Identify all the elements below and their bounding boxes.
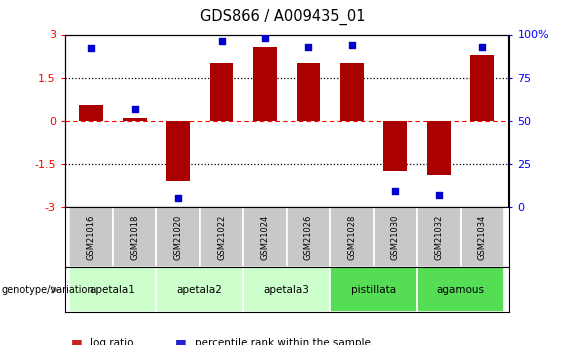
Bar [373, 207, 417, 267]
Point [304, 44, 313, 49]
Bar [417, 207, 460, 267]
Bar [417, 267, 504, 312]
Bar [384, 121, 407, 171]
Bar [297, 63, 320, 121]
Bar [460, 207, 504, 267]
Text: apetala1: apetala1 [90, 285, 136, 295]
Point [434, 192, 444, 198]
Text: ■: ■ [175, 337, 187, 345]
Point [391, 189, 400, 194]
Point [260, 35, 270, 41]
Text: GDS866 / A009435_01: GDS866 / A009435_01 [200, 9, 365, 25]
Bar [244, 267, 330, 312]
Bar [157, 207, 200, 267]
Bar [69, 207, 113, 267]
Point [173, 196, 182, 201]
Text: GSM21018: GSM21018 [130, 215, 139, 260]
Text: percentile rank within the sample: percentile rank within the sample [195, 338, 371, 345]
Bar [471, 55, 494, 121]
Bar [113, 207, 157, 267]
Bar [79, 105, 103, 121]
Text: apetala2: apetala2 [177, 285, 223, 295]
Bar [210, 63, 233, 121]
Point [86, 46, 95, 51]
Text: GSM21026: GSM21026 [304, 215, 313, 260]
Text: GSM21034: GSM21034 [478, 215, 487, 260]
Bar [200, 207, 244, 267]
Text: GSM21028: GSM21028 [347, 215, 357, 260]
Bar [330, 207, 373, 267]
Text: pistillata: pistillata [351, 285, 396, 295]
Text: GSM21022: GSM21022 [217, 215, 226, 260]
Point [478, 44, 487, 49]
Text: agamous: agamous [437, 285, 485, 295]
Bar [157, 267, 244, 312]
Text: log ratio: log ratio [90, 338, 134, 345]
Text: genotype/variation: genotype/variation [2, 285, 94, 295]
Text: apetala3: apetala3 [264, 285, 310, 295]
Bar [287, 207, 330, 267]
Text: GSM21024: GSM21024 [260, 215, 270, 260]
Text: GSM21030: GSM21030 [391, 215, 400, 260]
Bar [244, 207, 287, 267]
Text: GSM21032: GSM21032 [434, 215, 444, 260]
Point [217, 39, 226, 44]
Text: GSM21016: GSM21016 [86, 215, 95, 260]
Bar [330, 267, 417, 312]
Bar [123, 118, 146, 121]
Bar [340, 63, 364, 121]
Bar [69, 267, 157, 312]
Bar [427, 121, 451, 175]
Bar [253, 47, 277, 121]
Point [347, 42, 357, 48]
Point [130, 106, 139, 111]
Bar [166, 121, 190, 181]
Text: GSM21020: GSM21020 [173, 215, 182, 260]
Text: ■: ■ [71, 337, 82, 345]
